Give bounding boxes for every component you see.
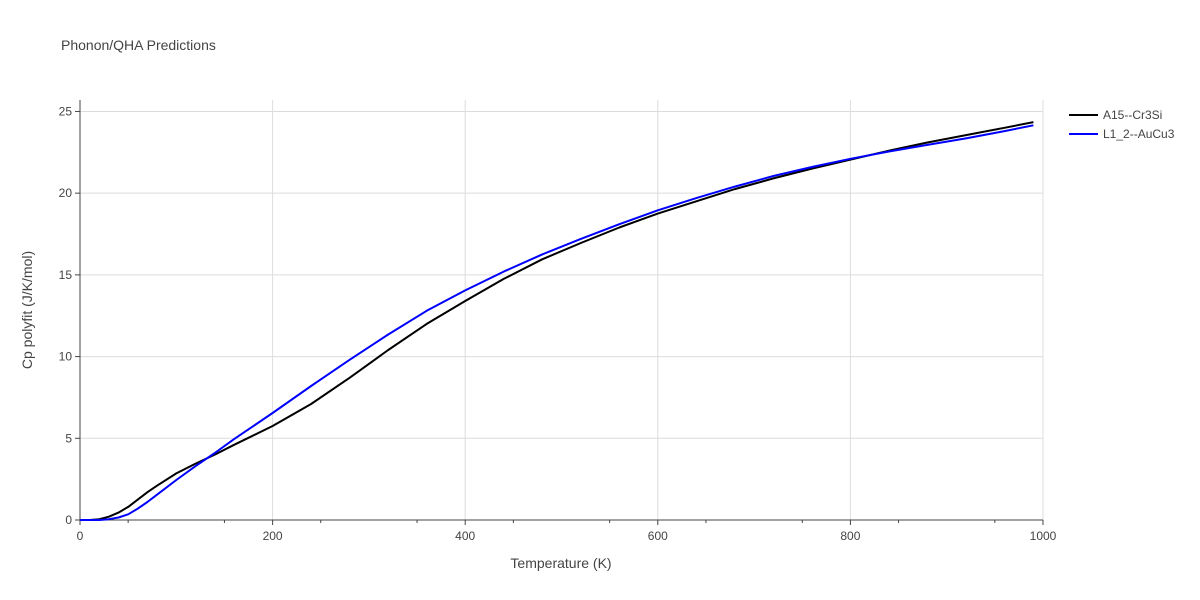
- legend-label-2: L1_2--AuCu3: [1103, 127, 1175, 141]
- series-line-1: [80, 121, 1034, 521]
- x-axis-title: Temperature (K): [510, 555, 611, 571]
- x-tick-label: 400: [455, 529, 475, 543]
- x-tick-label: 600: [648, 529, 668, 543]
- y-tick-label: 0: [65, 513, 72, 527]
- legend: A15--Cr3Si L1_2--AuCu3: [1069, 108, 1175, 141]
- y-tick-label: 5: [65, 431, 72, 445]
- x-tick-label: 800: [840, 529, 860, 543]
- chart-title: Phonon/QHA Predictions: [61, 37, 216, 53]
- y-tick-label: 10: [59, 350, 73, 364]
- series-line-2: [80, 124, 1034, 521]
- x-tick-label: 1000: [1030, 529, 1057, 543]
- y-axis-title: Cp polyfit (J/K/mol): [19, 251, 35, 369]
- series-lines: [80, 121, 1034, 521]
- axes: [75, 100, 1044, 525]
- x-tick-label: 0: [77, 529, 84, 543]
- x-tick-label: 200: [263, 529, 283, 543]
- y-tick-label: 25: [59, 104, 73, 118]
- y-tick-label: 20: [59, 186, 73, 200]
- y-tick-label: 15: [59, 268, 73, 282]
- tick-labels: 0 200 400 600 800 1000 0 5 10 15 20 25: [59, 104, 1057, 543]
- grid-lines: [80, 100, 1044, 520]
- legend-label-1: A15--Cr3Si: [1103, 108, 1162, 122]
